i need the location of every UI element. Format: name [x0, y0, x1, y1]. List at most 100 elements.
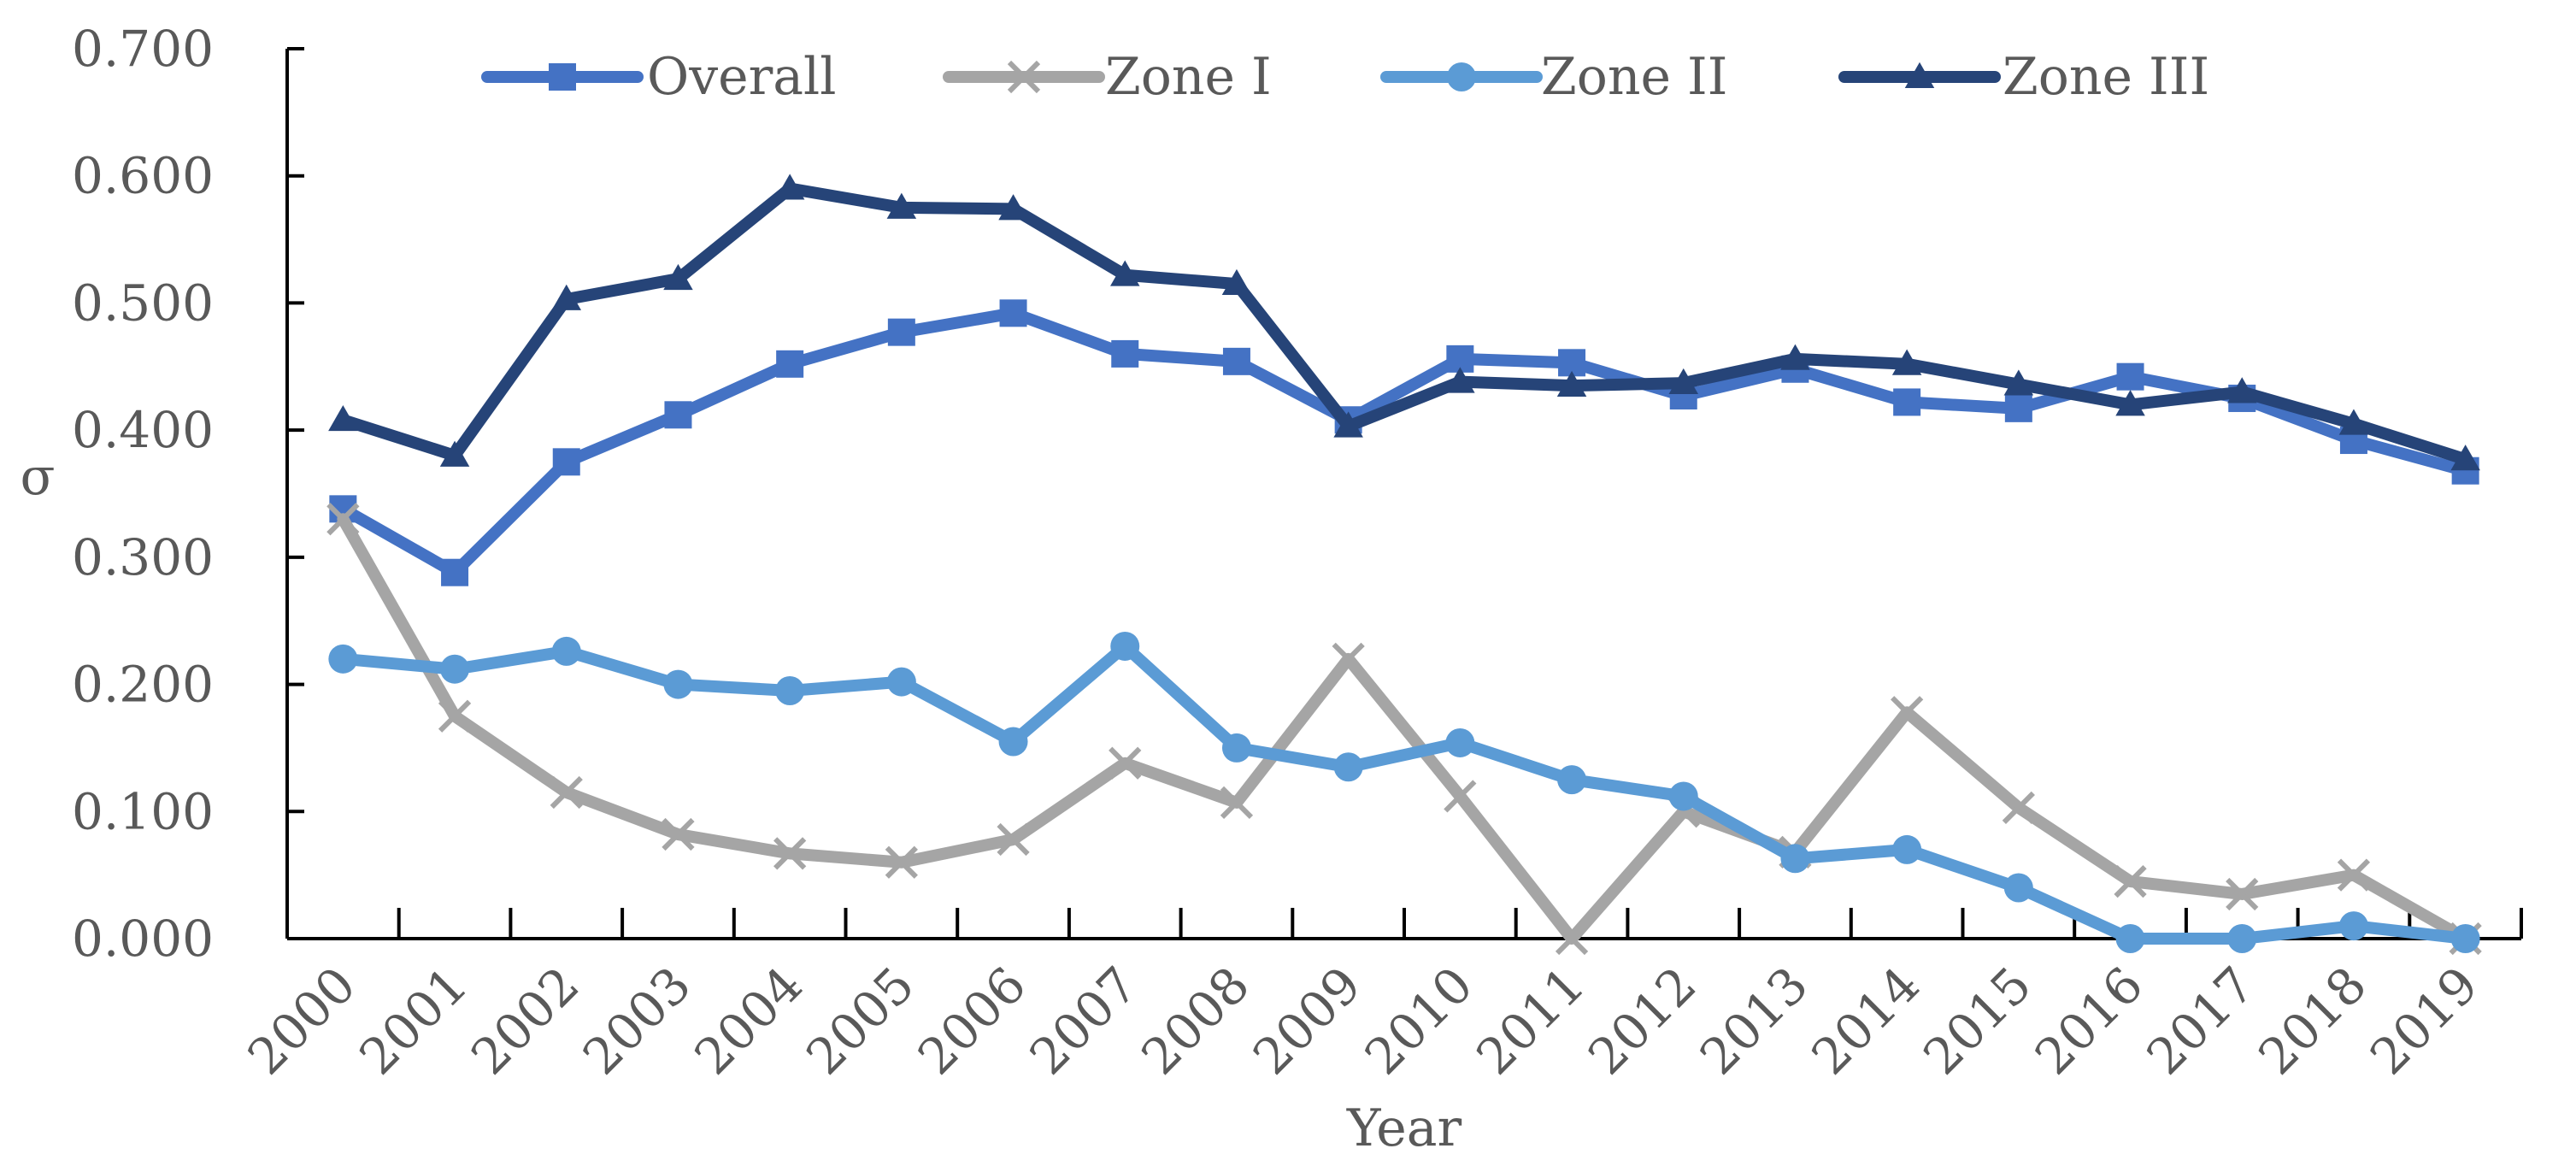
series-zone-i [326, 503, 2482, 956]
data-point-zone-ii [998, 727, 1028, 757]
axes: 0.000 0.100 0.200 0.300 0.400 0.500 0.600 0.700… [72, 20, 2523, 1086]
data-point-zone-ii [1445, 727, 1475, 757]
data-point-zone-ii [328, 644, 358, 674]
data-point-zone-i [550, 775, 583, 810]
x-tick-label: 2011 [1465, 956, 1595, 1086]
series-zone-iii [328, 174, 2480, 471]
x-tick-label: 2018 [2247, 956, 2377, 1086]
data-point-zone-ii [2338, 911, 2368, 941]
legend-marker-zone-i [1007, 60, 1041, 94]
x-tick-label: 2000 [237, 956, 367, 1086]
data-point-zone-iii [2450, 445, 2480, 471]
data-point-overall [552, 448, 580, 476]
data-point-zone-i [662, 817, 695, 851]
data-point-zone-ii [2115, 924, 2145, 953]
series-line-zone-i [337, 513, 2472, 945]
data-point-zone-i [2002, 791, 2035, 824]
data-point-zone-iii [1668, 368, 1698, 395]
x-tick-label: 2008 [1130, 956, 1260, 1086]
data-point-zone-ii [1780, 844, 1810, 874]
data-point-overall [664, 401, 692, 429]
legend-marker-zone-ii [1447, 62, 1476, 91]
data-point-overall [1893, 388, 1921, 416]
data-point-overall [441, 558, 469, 586]
x-tick-label: 2016 [2024, 956, 2154, 1086]
legend-item-zone-i: Zone I [943, 47, 1272, 107]
x-tick-label: 2014 [1801, 956, 1931, 1086]
data-point-zone-i [1555, 922, 1589, 956]
x-tick-label: 2013 [1689, 956, 1819, 1086]
legend-label-zone-i: Zone I [1105, 47, 1272, 107]
data-point-zone-iii [328, 404, 358, 432]
legend-label-zone-ii: Zone II [1541, 47, 1727, 107]
y-tick-label: 0.700 [72, 20, 214, 78]
data-point-zone-iii [1556, 370, 1587, 398]
data-point-zone-iii [663, 263, 693, 291]
legend-marker-overall [549, 63, 576, 91]
x-tick-label: 2005 [795, 956, 925, 1086]
data-point-zone-ii [886, 667, 916, 697]
series-zone-ii [328, 631, 2480, 953]
y-tick-label: 0.400 [72, 401, 214, 459]
data-point-zone-i [1332, 642, 1365, 675]
data-point-zone-iii [1110, 260, 1140, 286]
y-tick-label: 0.600 [72, 147, 214, 205]
data-point-zone-i [2114, 864, 2147, 898]
data-point-zone-iii [439, 440, 470, 467]
data-point-zone-iii [2227, 377, 2257, 403]
data-point-overall [776, 350, 804, 378]
data-point-zone-iii [1221, 268, 1252, 296]
data-point-zone-i [1220, 786, 1254, 819]
data-point-zone-i [885, 845, 918, 879]
legend-item-overall: Overall [481, 47, 836, 107]
x-tick-label: 2004 [684, 956, 814, 1086]
series-line-zone-ii [337, 639, 2472, 945]
x-tick-label: 2015 [1912, 956, 2042, 1086]
data-point-zone-iii [1780, 344, 1810, 370]
data-point-zone-iii [1891, 349, 1922, 375]
data-point-zone-i [2226, 877, 2259, 911]
x-tick-label: 2007 [1019, 956, 1149, 1086]
x-tick-label: 2003 [572, 956, 702, 1086]
data-point-zone-iii [2338, 409, 2369, 435]
data-point-zone-ii [2450, 924, 2480, 953]
y-tick-label: 0.100 [72, 782, 214, 840]
data-point-zone-iii [998, 194, 1028, 221]
data-point-overall [999, 299, 1027, 327]
x-axis-title: Year [1346, 1098, 1462, 1158]
series-layer [326, 174, 2482, 956]
data-point-zone-ii [663, 669, 693, 699]
x-tick-label: 2017 [2136, 956, 2266, 1086]
data-point-zone-iii [1333, 411, 1363, 438]
data-point-zone-i [326, 503, 360, 536]
data-point-zone-i [1891, 696, 1924, 729]
data-point-overall [2004, 394, 2032, 422]
x-tick-label: 2002 [460, 956, 590, 1086]
data-point-zone-ii [1892, 834, 1922, 864]
x-tick-label: 2006 [907, 956, 1037, 1086]
legend: Overall Zone I Zone II Zone III [481, 47, 2209, 107]
legend-item-zone-ii: Zone II [1380, 47, 1727, 107]
data-point-zone-ii [1333, 752, 1363, 782]
data-point-zone-ii [775, 676, 805, 706]
y-tick-label: 0.500 [72, 274, 214, 332]
data-point-zone-ii [2227, 924, 2257, 953]
x-tick-label: 2009 [1242, 956, 1372, 1086]
data-point-zone-i [773, 837, 807, 870]
x-tick-label: 2019 [2359, 956, 2489, 1086]
data-point-zone-iii [886, 192, 917, 219]
data-point-overall [887, 318, 915, 346]
data-point-zone-ii [1110, 631, 1140, 661]
data-point-zone-iii [551, 284, 581, 310]
data-point-zone-i [2337, 858, 2371, 892]
y-tick-label: 0.000 [72, 910, 214, 968]
data-point-zone-ii [440, 654, 470, 684]
legend-item-zone-iii: Zone III [1838, 47, 2209, 107]
data-point-zone-iii [2003, 369, 2034, 396]
data-point-zone-ii [1557, 765, 1587, 795]
data-point-zone-ii [1221, 733, 1251, 763]
y-tick-label: 0.200 [72, 656, 214, 714]
data-point-overall [2116, 362, 2144, 391]
legend-label-overall: Overall [647, 47, 836, 107]
